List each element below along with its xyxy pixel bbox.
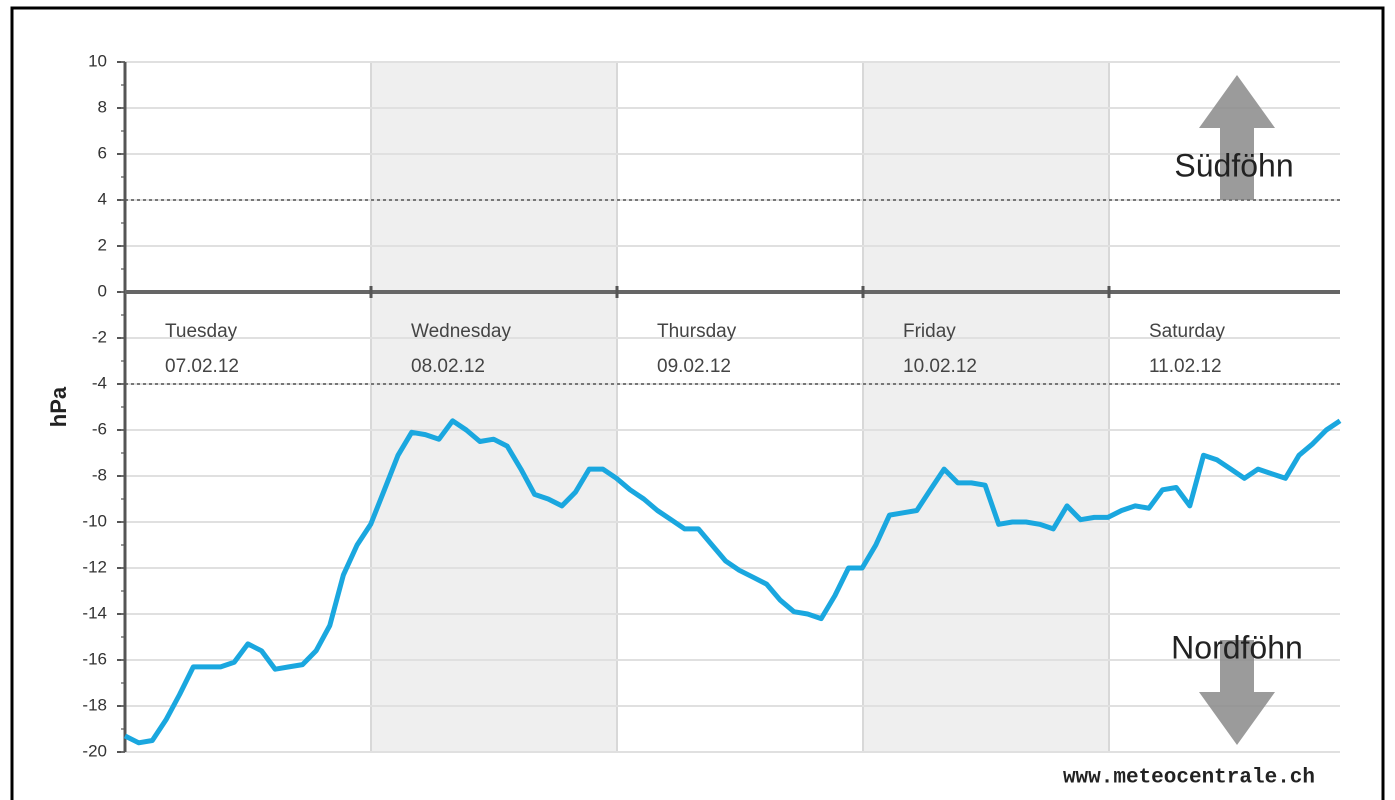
y-tick-label: -2 — [92, 327, 107, 346]
y-tick-label: 4 — [98, 189, 107, 208]
day-date: 08.02.12 — [411, 356, 485, 377]
annotation: Nordföhn — [1171, 629, 1303, 665]
y-tick-label: -14 — [82, 603, 107, 622]
background-layer — [125, 61, 1340, 753]
day-name: Wednesday — [411, 321, 511, 342]
source: www.meteocentrale.ch — [1063, 767, 1315, 790]
y-tick-label: -10 — [82, 511, 107, 530]
annotation: Südföhn — [1174, 147, 1293, 183]
day-shade — [863, 62, 1109, 752]
day-name: Saturday — [1149, 321, 1226, 342]
day-date: 10.02.12 — [903, 356, 977, 377]
y-tick-label: -12 — [82, 557, 107, 576]
day-date: 07.02.12 — [165, 356, 239, 377]
y-axis-label: hPa — [46, 386, 71, 427]
day-name: Friday — [903, 321, 956, 342]
day-shade — [371, 62, 617, 752]
y-tick-label: 10 — [88, 51, 107, 70]
y-tick-label: -4 — [92, 373, 107, 392]
day-date: 11.02.12 — [1149, 356, 1222, 377]
day-name: Tuesday — [165, 321, 238, 342]
y-tick-label: -20 — [82, 741, 107, 760]
down-arrow — [1199, 640, 1275, 745]
frame — [10, 6, 1385, 800]
day-date: 09.02.12 — [657, 356, 731, 377]
y-tick-label: -8 — [92, 465, 107, 484]
pressure-line — [123, 418, 1342, 746]
y-tick-label: -18 — [82, 695, 107, 714]
up-arrow — [1199, 75, 1275, 200]
y-tick-label: -16 — [82, 649, 107, 668]
y-tick-label: -6 — [92, 419, 107, 438]
y-tick-label: 0 — [98, 281, 107, 300]
day-name: Thursday — [657, 321, 737, 342]
y-tick-label: 2 — [98, 235, 107, 254]
y-tick-label: 8 — [98, 97, 107, 116]
y-tick-label: 6 — [98, 143, 107, 162]
